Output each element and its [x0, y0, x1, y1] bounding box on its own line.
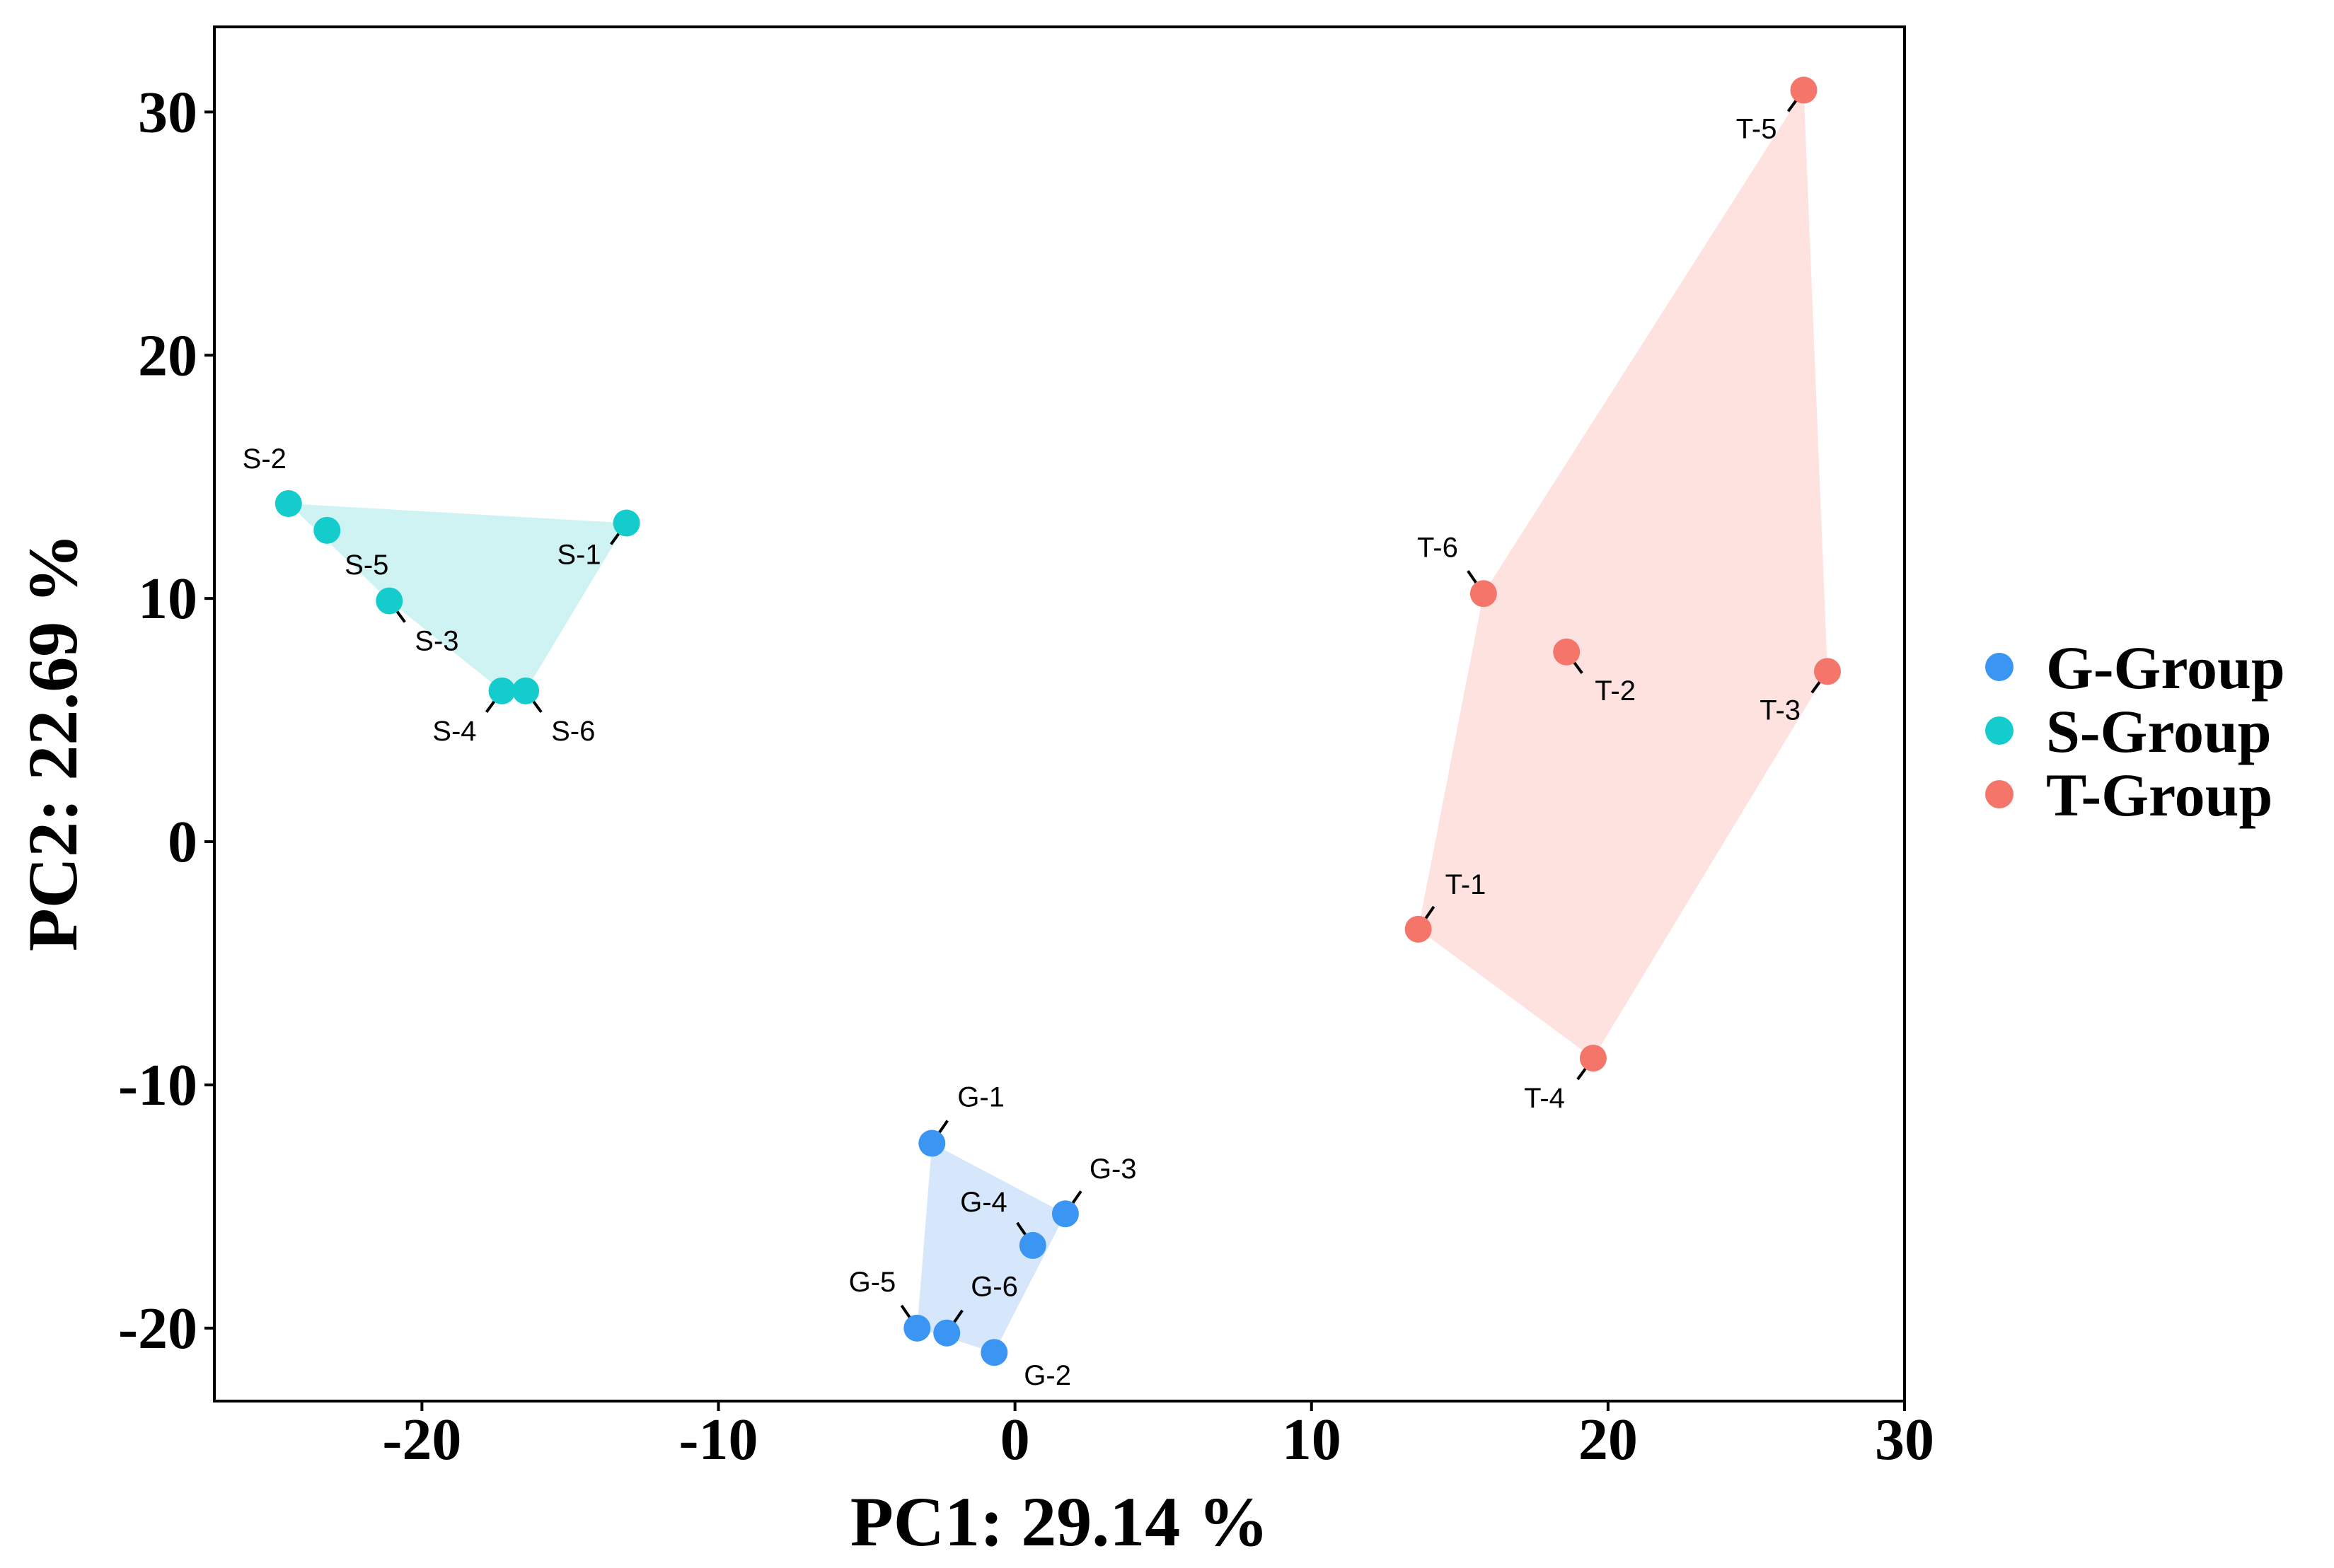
data-point-s-2	[275, 490, 302, 518]
x-axis-title: PC1: 29.14 %	[850, 1482, 1269, 1561]
point-label-s-2: S-2	[243, 443, 287, 475]
y-tick-label: -20	[118, 1296, 197, 1361]
y-tick-label: 30	[138, 79, 197, 145]
data-point-t-3	[1814, 658, 1842, 685]
data-point-s-5	[313, 516, 341, 544]
legend-label-t-group: T-Group	[2046, 761, 2272, 829]
data-point-g-3	[1051, 1200, 1079, 1228]
hull-g-group	[917, 1143, 1065, 1353]
point-label-t-3: T-3	[1760, 695, 1801, 726]
group-hulls	[288, 90, 1827, 1353]
legend-marker-t-group	[1985, 780, 2014, 808]
point-label-s-4: S-4	[432, 716, 476, 747]
legend-marker-g-group	[1985, 653, 2014, 681]
data-point-t-2	[1553, 638, 1581, 666]
legend-marker-s-group	[1985, 716, 2014, 745]
point-label-g-1: G-1	[957, 1081, 1005, 1113]
point-label-g-5: G-5	[849, 1267, 896, 1298]
point-label-s-5: S-5	[345, 550, 388, 581]
point-label-g-2: G-2	[1024, 1360, 1071, 1391]
data-point-s-6	[512, 677, 540, 704]
data-point-g-2	[981, 1339, 1008, 1366]
legend-label-s-group: S-Group	[2046, 697, 2272, 765]
point-label-t-6: T-6	[1417, 532, 1458, 563]
data-point-t-4	[1579, 1045, 1607, 1072]
data-point-t-6	[1469, 580, 1497, 608]
point-label-s-3: S-3	[415, 626, 458, 657]
point-label-g-3: G-3	[1090, 1154, 1137, 1185]
point-label-t-5: T-5	[1736, 113, 1777, 144]
point-label-t-4: T-4	[1524, 1083, 1565, 1114]
x-tick-label: 0	[1000, 1407, 1030, 1473]
hull-s-group	[288, 504, 627, 691]
point-label-s-1: S-1	[557, 540, 601, 571]
legend-label-g-group: G-Group	[2046, 634, 2285, 702]
point-label-t-2: T-2	[1595, 675, 1636, 707]
y-tick-label: 20	[138, 323, 197, 388]
x-tick-label: 20	[1578, 1407, 1638, 1473]
x-tick-label: 10	[1282, 1407, 1341, 1473]
y-tick-label: 10	[138, 566, 197, 632]
y-tick-label: -10	[118, 1052, 197, 1118]
point-label-s-6: S-6	[551, 716, 595, 747]
x-axis: -20 -10 0 10 20 30	[382, 1401, 1934, 1473]
data-points	[275, 76, 1842, 1366]
x-tick-label: 30	[1875, 1407, 1934, 1473]
data-point-s-4	[488, 677, 516, 704]
y-axis-title: PC2: 22.69 %	[13, 533, 92, 952]
x-tick-label: -20	[382, 1407, 461, 1473]
data-point-g-5	[903, 1314, 931, 1342]
data-point-g-4	[1019, 1231, 1046, 1259]
data-point-g-1	[918, 1129, 946, 1157]
data-point-t-1	[1404, 915, 1432, 943]
y-axis: -20 -10 0 10 20 30	[118, 79, 214, 1361]
y-tick-label: 0	[168, 809, 197, 875]
hull-t-group	[1418, 90, 1827, 1059]
data-point-g-6	[933, 1319, 961, 1347]
data-point-s-1	[613, 509, 640, 537]
plot-frame	[213, 25, 1906, 1403]
point-label-g-6: G-6	[971, 1272, 1018, 1303]
data-point-s-3	[376, 587, 403, 615]
point-label-t-1: T-1	[1445, 869, 1486, 900]
data-point-t-5	[1790, 76, 1818, 104]
point-labels: G-1 G-2 G-3 G-4 G-5 G-6 S-1 S-2 S-3 S-4 S-5 S-6 T-1 T…	[243, 113, 1801, 1391]
x-tick-label: -10	[679, 1407, 758, 1473]
point-label-g-4: G-4	[960, 1187, 1007, 1218]
